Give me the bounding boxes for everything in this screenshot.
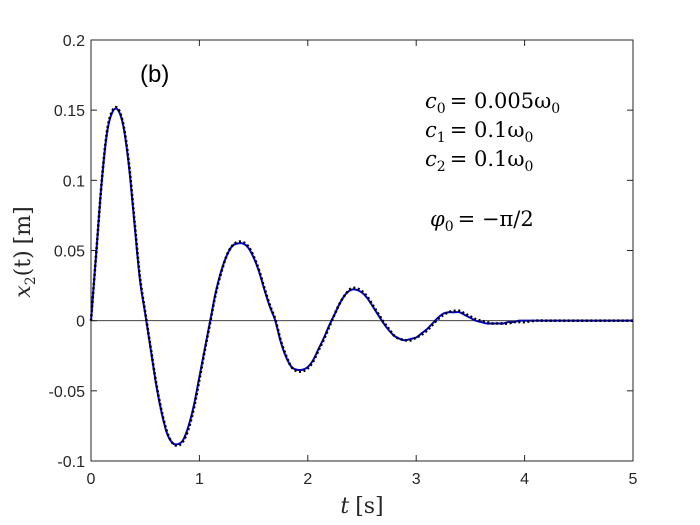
x-tick-label: 5 — [629, 471, 638, 488]
x-tick-label: 0 — [87, 471, 96, 488]
annotation-c0: c0 = 0.005ω0 — [425, 89, 560, 117]
y-tick-label: 0.1 — [63, 173, 85, 190]
y-tick-label: -0.1 — [57, 454, 85, 471]
y-axis-label: x2(t)[m] — [11, 206, 39, 297]
y-tick-label: 0 — [76, 314, 85, 331]
x-tick-label: 4 — [520, 471, 529, 488]
x-tick-label: 1 — [195, 471, 204, 488]
x-tick-label: 2 — [303, 471, 312, 488]
parameter-annotations: c0 = 0.005ω0 c1 = 0.1ω0 c2 = 0.1ω0 φ0 = −π/2 — [425, 89, 560, 235]
annotation-c1: c1 = 0.1ω0 — [425, 118, 533, 146]
tick-labels: 0 1 2 3 4 5 -0.1 -0.05 0 0.05 0.1 0.15 0.2 — [49, 33, 638, 488]
annotation-phi0: φ0 = −π/2 — [430, 207, 534, 235]
x-axis-label: t [s] — [340, 494, 383, 519]
series-layer — [89, 105, 633, 447]
x-tick-label: 3 — [412, 471, 421, 488]
plot-area — [90, 39, 634, 462]
annotation-c2: c2 = 0.1ω0 — [425, 147, 533, 175]
axis-ticks — [90, 39, 634, 462]
panel-label: (b) — [140, 61, 169, 88]
series-dotted-line — [89, 105, 633, 447]
y-tick-label: 0.05 — [54, 244, 85, 261]
y-tick-label: 0.15 — [54, 103, 85, 120]
y-tick-label: 0.2 — [63, 33, 85, 50]
y-tick-label: -0.05 — [49, 384, 86, 401]
